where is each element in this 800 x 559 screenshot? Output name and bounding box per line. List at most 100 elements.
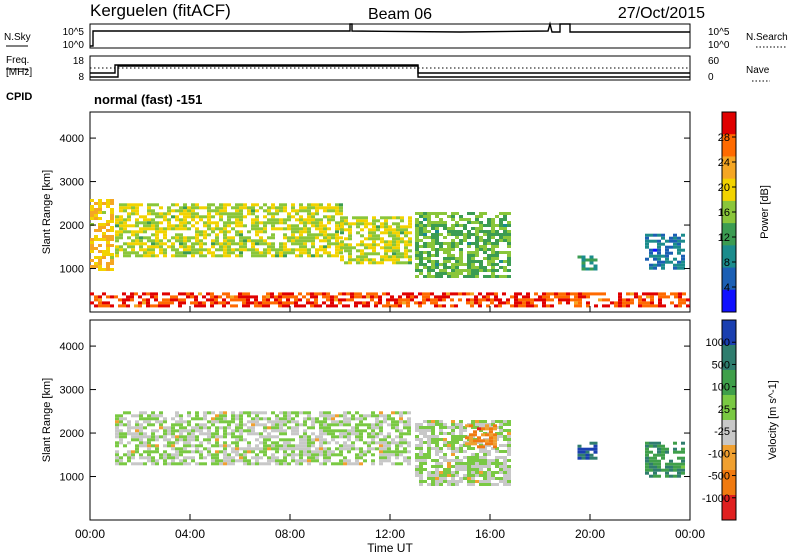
velocity-echo-cell (669, 465, 673, 469)
power-echo-cell (348, 237, 352, 241)
power-echo-cell (199, 245, 203, 249)
velocity-echo-cell (179, 450, 183, 454)
power-echo-cell (335, 248, 339, 252)
power-echo-cell (203, 254, 207, 258)
power-echo-cell (171, 248, 175, 252)
power-echo-cell (239, 209, 243, 213)
velocity-echo-cell (207, 438, 211, 442)
velocity-echo-cell (263, 450, 267, 454)
power-echo-cell (259, 239, 263, 243)
power-echo-cell (183, 212, 187, 216)
velocity-echo-cell (379, 456, 383, 460)
velocity-echo-cell (227, 456, 231, 460)
power-echo-cell (226, 301, 230, 305)
power-echo-cell (479, 236, 483, 239)
power-echo-cell (423, 275, 427, 278)
power-echo-cell (451, 218, 455, 221)
power-echo-cell (119, 221, 123, 225)
velocity-echo-cell (339, 444, 343, 448)
power-echo-cell (470, 292, 474, 296)
velocity-echo-cell (207, 441, 211, 445)
velocity-echo-cell (447, 462, 451, 465)
velocity-echo-cell (259, 435, 263, 439)
velocity-echo-cell (135, 444, 139, 448)
power-echo-cell (219, 206, 223, 210)
power-echo-cell (286, 292, 290, 296)
power-echo-cell (243, 239, 247, 243)
power-echo-cell (483, 224, 487, 227)
velocity-echo-cell (287, 411, 291, 415)
velocity-echo-cell (115, 432, 119, 436)
velocity-echo-cell (439, 423, 443, 426)
power-echo-cell (396, 246, 400, 250)
power-echo-cell (110, 226, 114, 229)
velocity-echo-cell (171, 462, 175, 466)
power-echo-cell (374, 295, 378, 299)
power-echo-cell (475, 260, 479, 263)
velocity-echo-cell (469, 442, 473, 446)
power-echo-cell (503, 212, 507, 215)
velocity-echo-cell (387, 417, 391, 421)
velocity-echo-cell (183, 450, 187, 454)
power-echo-cell (578, 301, 582, 305)
velocity-echo-cell (673, 450, 677, 454)
power-echo-cell (151, 227, 155, 231)
velocity-echo-cell (395, 447, 399, 451)
power-echo-cell (451, 275, 455, 278)
velocity-echo-cell (247, 411, 251, 415)
velocity-echo-cell (303, 420, 307, 424)
power-echo-cell (98, 223, 102, 226)
power-echo-cell (530, 301, 534, 305)
power-echo-cell (483, 239, 487, 242)
power-echo-cell (235, 206, 239, 210)
power-echo-cell (451, 227, 455, 230)
power-echo-cell (360, 216, 364, 220)
power-echo-cell (459, 239, 463, 242)
power-echo-cell (247, 230, 251, 234)
power-echo-cell (380, 231, 384, 235)
power-echo-cell (626, 298, 630, 302)
velocity-echo-cell (231, 411, 235, 415)
power-echo-cell (291, 239, 295, 243)
velocity-echo-cell (263, 438, 267, 442)
velocity-echo-cell (645, 444, 649, 448)
power-echo-cell (182, 301, 186, 305)
power-echo-cell (649, 263, 653, 267)
power-echo-cell (495, 269, 499, 272)
power-echo-cell (503, 236, 507, 239)
power-echo-cell (267, 251, 271, 255)
velocity-echo-cell (657, 459, 661, 463)
power-echo-cell (455, 236, 459, 239)
power-echo-cell (602, 292, 606, 296)
velocity-echo-cell (199, 417, 203, 421)
power-echo-cell (443, 236, 447, 239)
power-echo-cell (215, 206, 219, 210)
velocity-echo-cell (379, 411, 383, 415)
power-echo-cell (415, 269, 419, 272)
power-echo-cell (255, 254, 259, 258)
power-echo-cell (590, 292, 594, 296)
velocity-echo-cell (135, 435, 139, 439)
power-echo-cell (368, 252, 372, 256)
power-echo-cell (147, 227, 151, 231)
power-echo-cell (239, 236, 243, 240)
velocity-echo-cell (307, 447, 311, 451)
velocity-echo-cell (147, 417, 151, 421)
power-echo-cell (250, 301, 254, 305)
velocity-echo-cell (195, 426, 199, 430)
velocity-echo-cell (119, 420, 123, 424)
velocity-echo-cell (179, 459, 183, 463)
power-echo-cell (251, 224, 255, 228)
velocity-echo-cell (131, 432, 135, 436)
velocity-echo-cell (335, 447, 339, 451)
power-echo-cell (499, 224, 503, 227)
power-echo-cell (247, 236, 251, 240)
velocity-echo-cell (653, 465, 657, 469)
power-echo-cell (106, 235, 110, 238)
power-echo-cell (634, 292, 638, 296)
velocity-echo-cell (279, 444, 283, 448)
power-echo-cell (602, 298, 606, 302)
power-echo-cell (447, 260, 451, 263)
power-echo-cell (135, 254, 139, 258)
power-echo-cell (677, 236, 681, 240)
